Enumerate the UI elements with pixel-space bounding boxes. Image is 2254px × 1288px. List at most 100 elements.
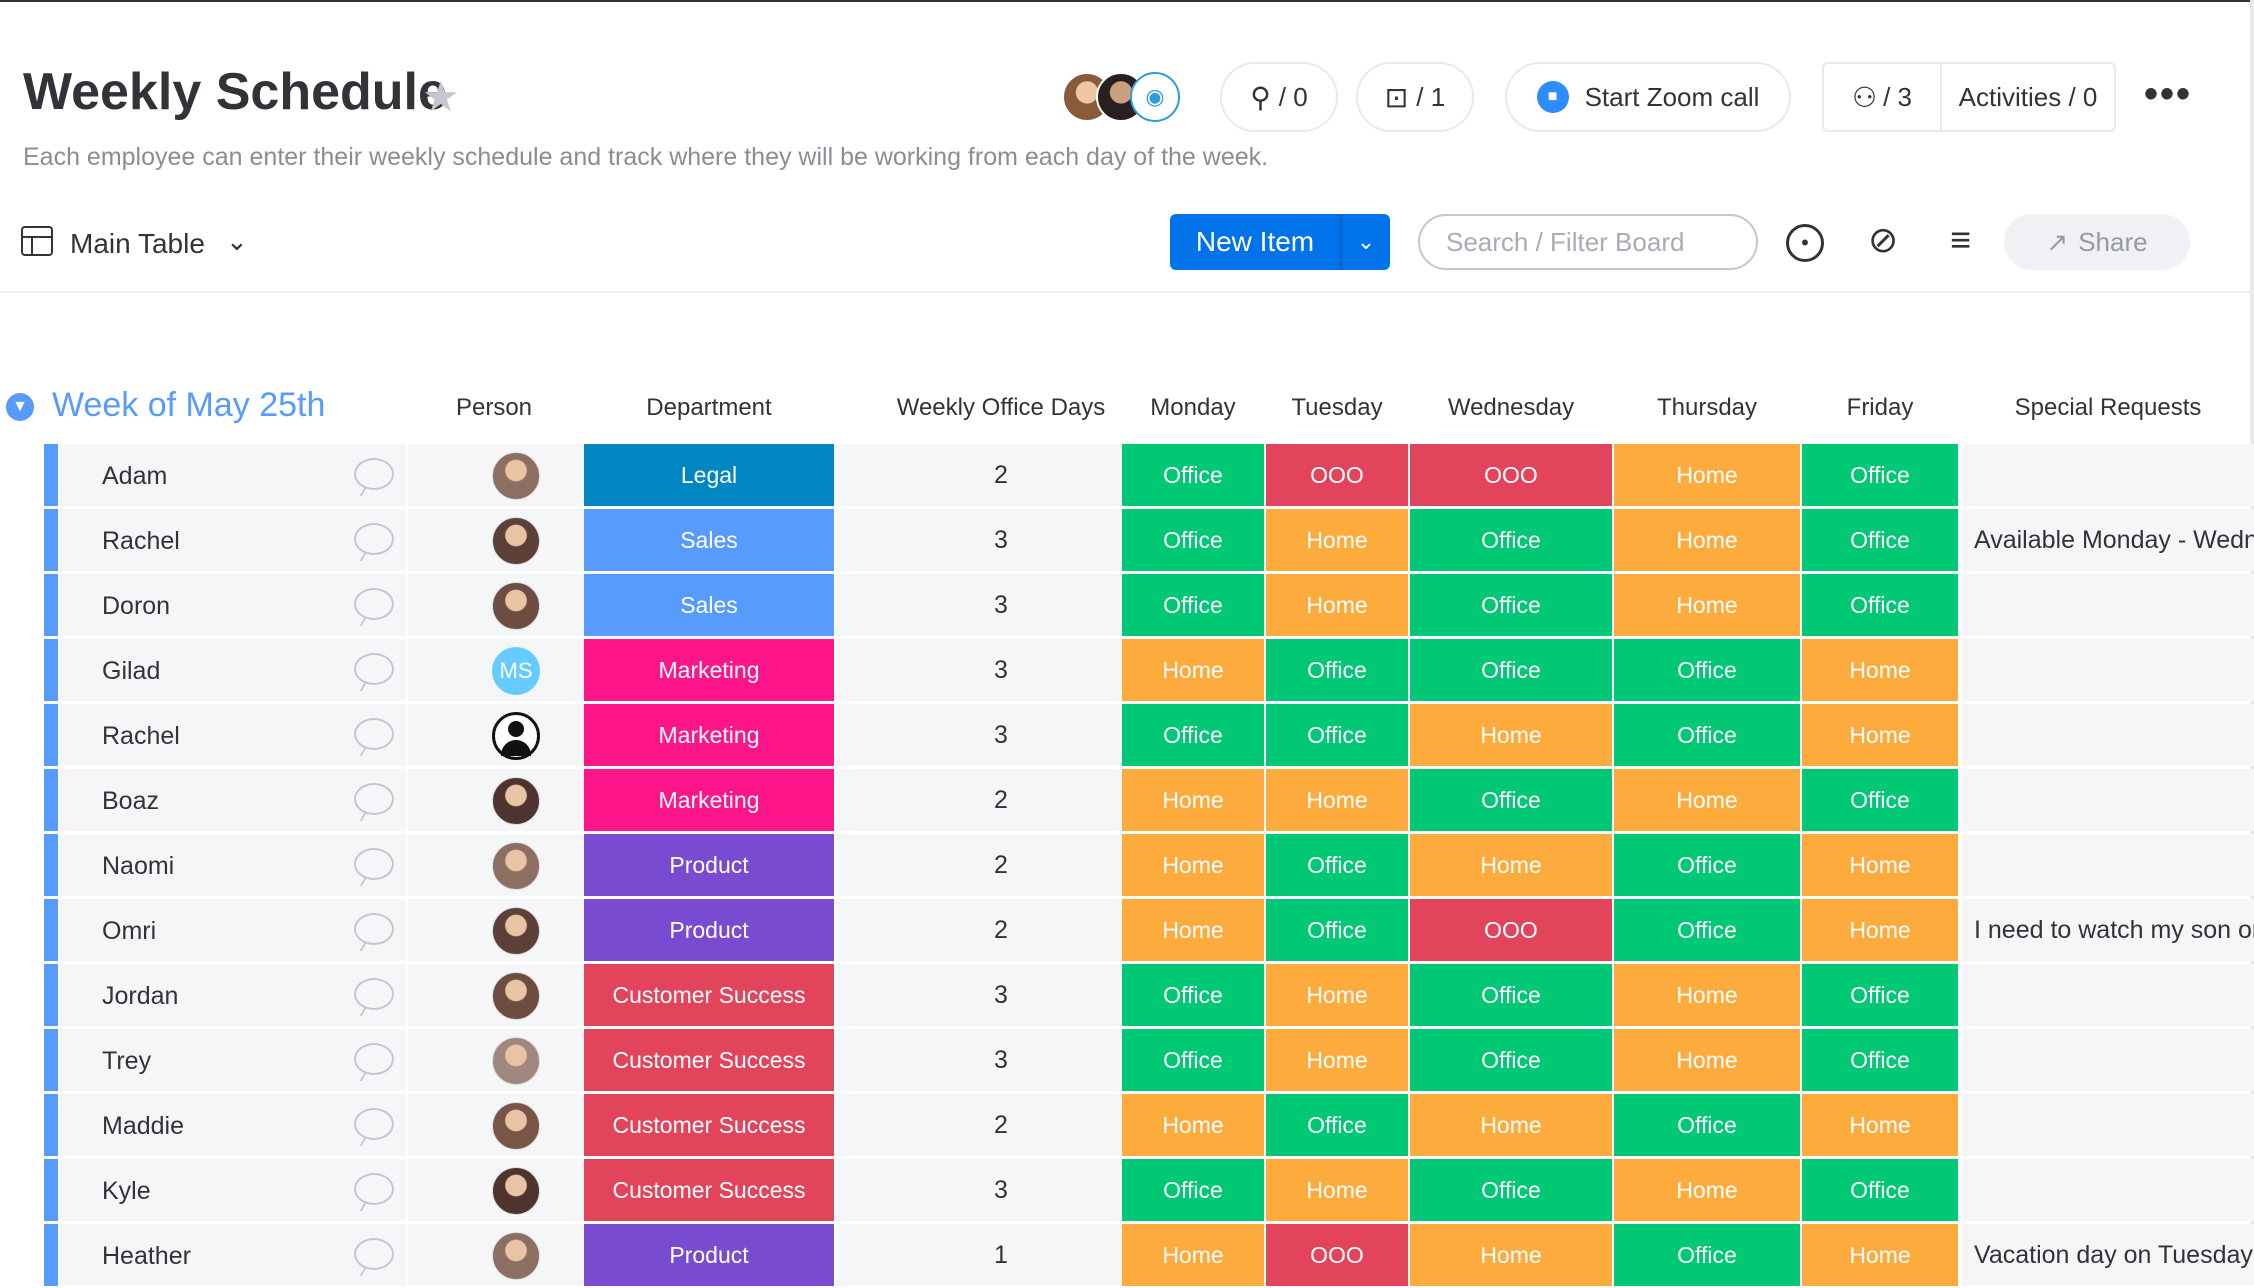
status-monday[interactable]: Home — [1122, 769, 1264, 831]
status-thursday[interactable]: Office — [1614, 1094, 1800, 1156]
comment-bubble-icon[interactable] — [354, 718, 394, 750]
table-row[interactable]: Gilad MS Marketing 3 Home Office Office Office H… — [44, 639, 2254, 703]
status-thursday[interactable]: Office — [1614, 704, 1800, 766]
avatar[interactable] — [492, 582, 540, 630]
status-monday[interactable]: Home — [1122, 899, 1264, 961]
avatar[interactable] — [492, 1232, 540, 1280]
comment-bubble-icon[interactable] — [354, 523, 394, 555]
star-icon[interactable]: ★ — [422, 73, 460, 120]
automations-button[interactable]: ⊡ / 1 — [1356, 62, 1474, 132]
department-label[interactable]: Product — [584, 1224, 834, 1286]
status-tuesday[interactable]: Office — [1266, 899, 1408, 961]
chevron-down-icon[interactable]: ⌄ — [226, 226, 248, 256]
status-friday[interactable]: Home — [1802, 834, 1958, 896]
person-cell[interactable]: MS — [406, 639, 626, 701]
item-name-cell[interactable]: Rachel — [60, 704, 448, 766]
board-description[interactable]: Each employee can enter their weekly sch… — [23, 143, 1269, 171]
new-item-button[interactable]: New Item — [1195, 226, 1315, 257]
status-wednesday[interactable]: OOO — [1410, 444, 1612, 506]
status-monday[interactable]: Office — [1122, 964, 1264, 1026]
status-thursday[interactable]: Home — [1614, 1029, 1800, 1091]
status-wednesday[interactable]: Home — [1410, 1224, 1612, 1286]
status-tuesday[interactable]: OOO — [1266, 444, 1408, 506]
status-wednesday[interactable]: Office — [1410, 769, 1612, 831]
special-requests-cell[interactable] — [1962, 1029, 2254, 1091]
item-name[interactable]: Heather — [102, 1242, 191, 1270]
table-row[interactable]: Rachel Sales 3 Office Home Office Home Office Av… — [44, 509, 2254, 573]
status-friday[interactable]: Home — [1802, 899, 1958, 961]
status-wednesday[interactable]: Home — [1410, 1094, 1612, 1156]
table-row[interactable]: Maddie Customer Success 2 Home Office Home Off… — [44, 1094, 2254, 1158]
status-thursday[interactable]: Home — [1614, 509, 1800, 571]
status-friday[interactable]: Office — [1802, 444, 1958, 506]
column-header-person[interactable]: Person — [455, 394, 533, 421]
comment-bubble-icon[interactable] — [354, 653, 394, 685]
avatar[interactable] — [492, 1102, 540, 1150]
column-header-special-requests[interactable]: Special Requests — [2014, 394, 2202, 421]
weekly-office-days-cell[interactable]: 3 — [836, 704, 1166, 766]
comment-bubble-icon[interactable] — [354, 1043, 394, 1075]
right-scroll-edge[interactable] — [2250, 0, 2254, 1274]
comment-bubble-icon[interactable] — [354, 978, 394, 1010]
comment-bubble-icon[interactable] — [354, 1238, 394, 1270]
weekly-office-days-cell[interactable]: 2 — [836, 1094, 1166, 1156]
item-name-cell[interactable]: Adam — [60, 444, 448, 506]
status-thursday[interactable]: Office — [1614, 639, 1800, 701]
weekly-office-days-cell[interactable]: 3 — [836, 1159, 1166, 1221]
avatar[interactable] — [492, 1167, 540, 1215]
status-friday[interactable]: Home — [1802, 704, 1958, 766]
status-friday[interactable]: Home — [1802, 1094, 1958, 1156]
status-wednesday[interactable]: Office — [1410, 1159, 1612, 1221]
filter-icon[interactable]: ≡ — [1950, 219, 1972, 260]
share-button[interactable]: ↗ Share — [2004, 214, 2190, 270]
members-button[interactable]: ⚇ / 3 — [1824, 64, 1942, 130]
activities-button[interactable]: Activities / 0 — [1942, 82, 2114, 113]
comment-bubble-icon[interactable] — [354, 458, 394, 490]
search-input[interactable] — [1418, 214, 1758, 270]
department-label[interactable]: Customer Success — [584, 964, 834, 1026]
avatar[interactable] — [492, 452, 540, 500]
status-friday[interactable]: Office — [1802, 1029, 1958, 1091]
special-requests-cell[interactable]: Available Monday - Wedne — [1962, 509, 2254, 571]
status-friday[interactable]: Office — [1802, 1159, 1958, 1221]
status-thursday[interactable]: Home — [1614, 574, 1800, 636]
status-friday[interactable]: Office — [1802, 509, 1958, 571]
board-title[interactable]: Weekly Schedule — [23, 63, 447, 121]
special-requests-cell[interactable] — [1962, 444, 2254, 506]
item-name-cell[interactable]: Kyle — [60, 1159, 448, 1221]
item-name-cell[interactable]: Boaz — [60, 769, 448, 831]
status-monday[interactable]: Office — [1122, 509, 1264, 571]
status-friday[interactable]: Home — [1802, 1224, 1958, 1286]
item-name-cell[interactable]: Maddie — [60, 1094, 448, 1156]
special-requests-cell[interactable] — [1962, 1159, 2254, 1221]
status-wednesday[interactable]: OOO — [1410, 899, 1612, 961]
status-wednesday[interactable]: Home — [1410, 834, 1612, 896]
special-requests-cell[interactable] — [1962, 574, 2254, 636]
comment-bubble-icon[interactable] — [354, 1108, 394, 1140]
special-requests-cell[interactable] — [1962, 769, 2254, 831]
new-item-dropdown-chevron-icon[interactable]: ⌄ — [1340, 214, 1390, 270]
special-requests-cell[interactable] — [1962, 704, 2254, 766]
column-header-thursday[interactable]: Thursday — [1656, 394, 1758, 421]
column-header-friday[interactable]: Friday — [1846, 394, 1914, 421]
status-wednesday[interactable]: Office — [1410, 574, 1612, 636]
department-label[interactable]: Customer Success — [584, 1159, 834, 1221]
status-thursday[interactable]: Office — [1614, 1224, 1800, 1286]
start-zoom-call-button[interactable]: ■ Start Zoom call — [1505, 62, 1791, 132]
item-name[interactable]: Trey — [102, 1047, 152, 1075]
status-wednesday[interactable]: Office — [1410, 964, 1612, 1026]
special-requests-cell[interactable]: Vacation day on Tuesday — [1962, 1224, 2254, 1286]
item-name-cell[interactable]: Trey — [60, 1029, 448, 1091]
item-name[interactable]: Maddie — [102, 1112, 184, 1140]
avatar[interactable] — [492, 777, 540, 825]
table-row[interactable]: Adam Legal 2 Office OOO OOO Home Office — [44, 444, 2254, 508]
weekly-office-days-cell[interactable]: 1 — [836, 1224, 1166, 1286]
status-friday[interactable]: Office — [1802, 574, 1958, 636]
item-name[interactable]: Adam — [102, 462, 168, 490]
item-name[interactable]: Kyle — [102, 1177, 151, 1205]
avatar[interactable] — [492, 907, 540, 955]
column-header-tuesday[interactable]: Tuesday — [1291, 394, 1383, 421]
status-monday[interactable]: Office — [1122, 1159, 1264, 1221]
department-label[interactable]: Product — [584, 899, 834, 961]
status-monday[interactable]: Office — [1122, 444, 1264, 506]
